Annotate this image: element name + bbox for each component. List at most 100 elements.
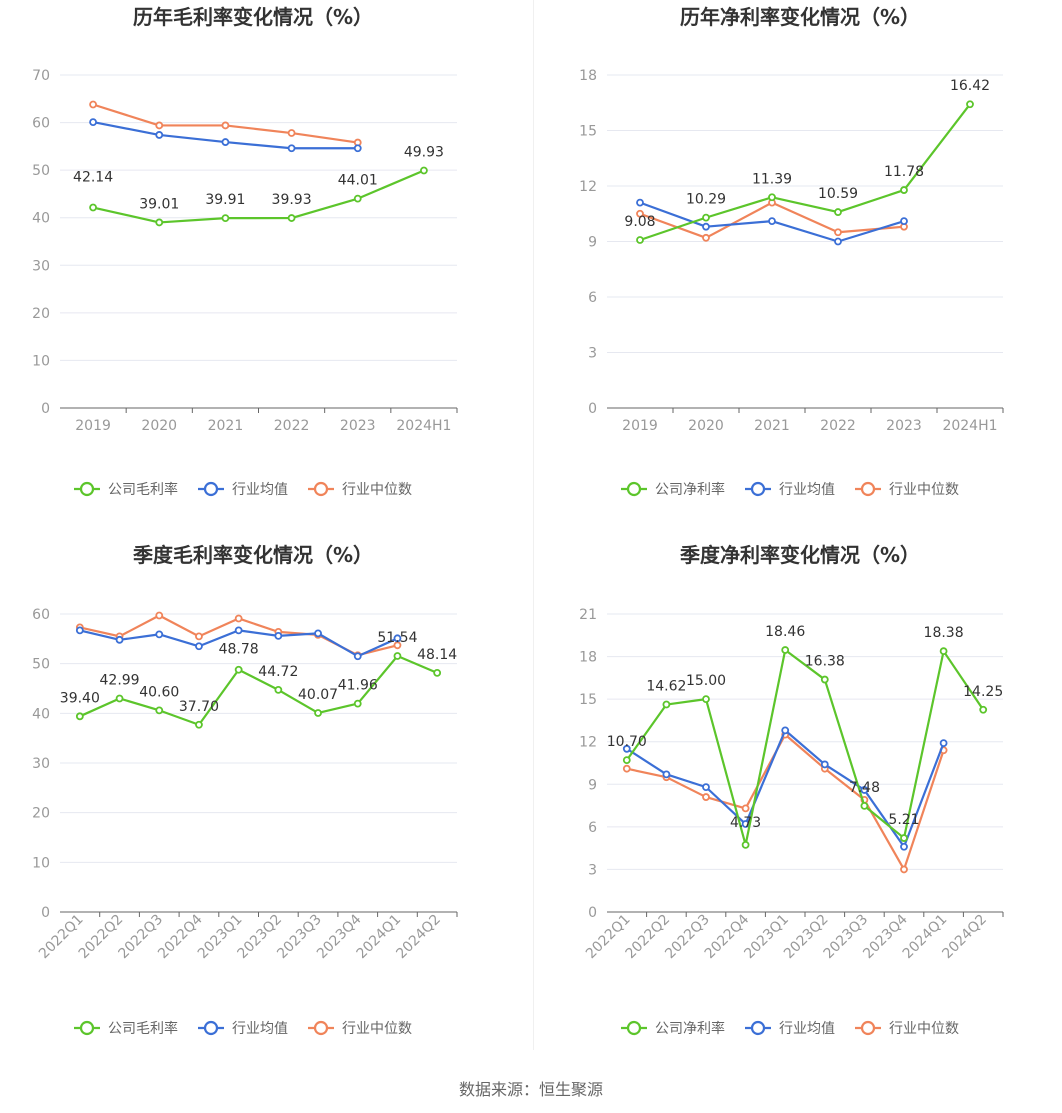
legend-label: 公司净利率	[655, 1020, 725, 1037]
data-label: 42.14	[73, 170, 113, 186]
legend-marker	[79, 481, 95, 497]
y-tick-label: 12	[579, 735, 597, 751]
data-source-note: 数据来源：恒生聚源	[458, 1080, 603, 1099]
data-label: 10.29	[686, 192, 726, 208]
data-label: 41.96	[338, 678, 378, 694]
legend-label: 行业均值	[779, 1021, 835, 1037]
legend-item-median[interactable]: 行业中位数	[308, 481, 412, 498]
data-point-company	[820, 675, 829, 684]
legend-item-avg[interactable]: 行业均值	[745, 481, 835, 498]
y-tick-label: 40	[32, 706, 50, 722]
data-point-avg	[75, 626, 84, 635]
x-tick-label: 2024H1	[942, 418, 997, 434]
data-point-avg	[900, 842, 908, 851]
data-point-company	[420, 166, 428, 175]
data-label: 15.00	[686, 673, 726, 689]
data-point-company	[781, 646, 790, 654]
data-label: 11.39	[752, 171, 792, 187]
data-point-avg	[939, 739, 948, 748]
data-label: 48.78	[219, 642, 259, 658]
legend-item-median[interactable]: 行业中位数	[855, 1020, 959, 1037]
data-point-company	[115, 694, 124, 703]
data-point-company	[966, 100, 974, 109]
data-point-avg	[314, 629, 322, 638]
y-tick-label: 18	[579, 68, 597, 84]
data-point-company	[741, 840, 750, 849]
x-tick-label: 2024H1	[396, 418, 451, 434]
data-point-company	[662, 700, 671, 709]
data-point-company	[353, 699, 362, 708]
data-point-median	[900, 865, 908, 874]
legend-item-company[interactable]: 公司净利率	[621, 481, 725, 498]
y-tick-label: 0	[588, 401, 597, 417]
y-tick-label: 30	[32, 756, 50, 772]
legend-marker	[203, 1020, 219, 1036]
y-tick-label: 0	[41, 905, 50, 921]
chart-panel-4: 季度净利率变化情况（%）0369121518212022Q12022Q22022…	[579, 543, 1004, 1037]
legend-item-avg[interactable]: 行业均值	[198, 1020, 288, 1037]
data-point-avg	[834, 237, 842, 246]
data-point-avg	[636, 198, 644, 207]
y-tick-label: 15	[579, 124, 597, 140]
legend-marker	[860, 1020, 876, 1036]
data-point-avg	[702, 783, 710, 792]
x-tick-label: 2023	[886, 418, 922, 434]
legend-item-company[interactable]: 公司净利率	[621, 1020, 725, 1037]
y-tick-label: 50	[32, 657, 50, 673]
legend-item-avg[interactable]: 行业均值	[745, 1020, 835, 1037]
x-tick-label: 2019	[622, 418, 658, 434]
legend-marker	[203, 481, 219, 497]
data-point-company	[89, 203, 97, 212]
chart-title: 季度毛利率变化情况（%）	[132, 543, 373, 567]
y-tick-label: 10	[32, 353, 50, 369]
y-tick-label: 60	[32, 116, 50, 132]
data-point-avg	[622, 744, 631, 753]
data-point-median	[393, 641, 402, 650]
legend-item-company[interactable]: 公司毛利率	[74, 1020, 178, 1037]
y-tick-label: 3	[588, 346, 597, 362]
chart-title: 季度净利率变化情况（%）	[679, 543, 920, 567]
data-point-avg	[274, 631, 283, 640]
legend-item-median[interactable]: 行业中位数	[308, 1020, 412, 1037]
data-label: 40.07	[298, 687, 338, 703]
data-point-company	[221, 214, 230, 223]
legend-item-avg[interactable]: 行业均值	[198, 481, 288, 498]
y-tick-label: 9	[588, 235, 597, 251]
y-tick-label: 3	[588, 862, 597, 878]
data-label: 11.78	[884, 164, 924, 180]
y-tick-label: 0	[588, 905, 597, 921]
y-tick-label: 18	[579, 650, 597, 666]
data-label: 49.93	[404, 144, 444, 160]
x-tick-label: 2021	[208, 418, 244, 434]
data-point-company	[234, 665, 243, 674]
data-point-median	[287, 129, 296, 137]
x-tick-label: 2021	[754, 418, 790, 434]
legend-label: 行业均值	[779, 482, 835, 498]
legend-label: 行业均值	[232, 482, 288, 498]
legend-marker	[79, 1020, 95, 1036]
data-point-company	[834, 208, 842, 216]
data-point-median	[622, 764, 631, 773]
data-point-avg	[195, 642, 203, 651]
series-line-company	[92, 169, 425, 224]
data-label: 10.59	[818, 186, 858, 202]
legend-item-company[interactable]: 公司毛利率	[74, 481, 178, 498]
data-label: 14.25	[963, 684, 1003, 700]
series-line-company	[625, 648, 985, 846]
data-point-company	[900, 834, 908, 842]
data-label: 9.08	[624, 214, 655, 230]
legend-item-median[interactable]: 行业中位数	[855, 481, 959, 498]
y-tick-label: 50	[32, 163, 50, 179]
x-tick-label: 2019	[75, 418, 111, 434]
data-point-avg	[287, 144, 296, 153]
data-point-avg	[115, 635, 124, 644]
data-label: 48.14	[417, 647, 457, 663]
y-tick-label: 21	[579, 607, 597, 623]
data-point-company	[900, 186, 908, 194]
data-point-avg	[155, 131, 164, 139]
data-point-company	[314, 709, 322, 717]
data-point-company	[433, 669, 442, 677]
chart-panel-1: 历年毛利率变化情况（%） 0 10 20 30 40 50 60 70 2019 2020 2021 2…	[32, 5, 458, 498]
data-point-avg	[221, 138, 230, 146]
data-label: 10.70	[607, 734, 647, 750]
